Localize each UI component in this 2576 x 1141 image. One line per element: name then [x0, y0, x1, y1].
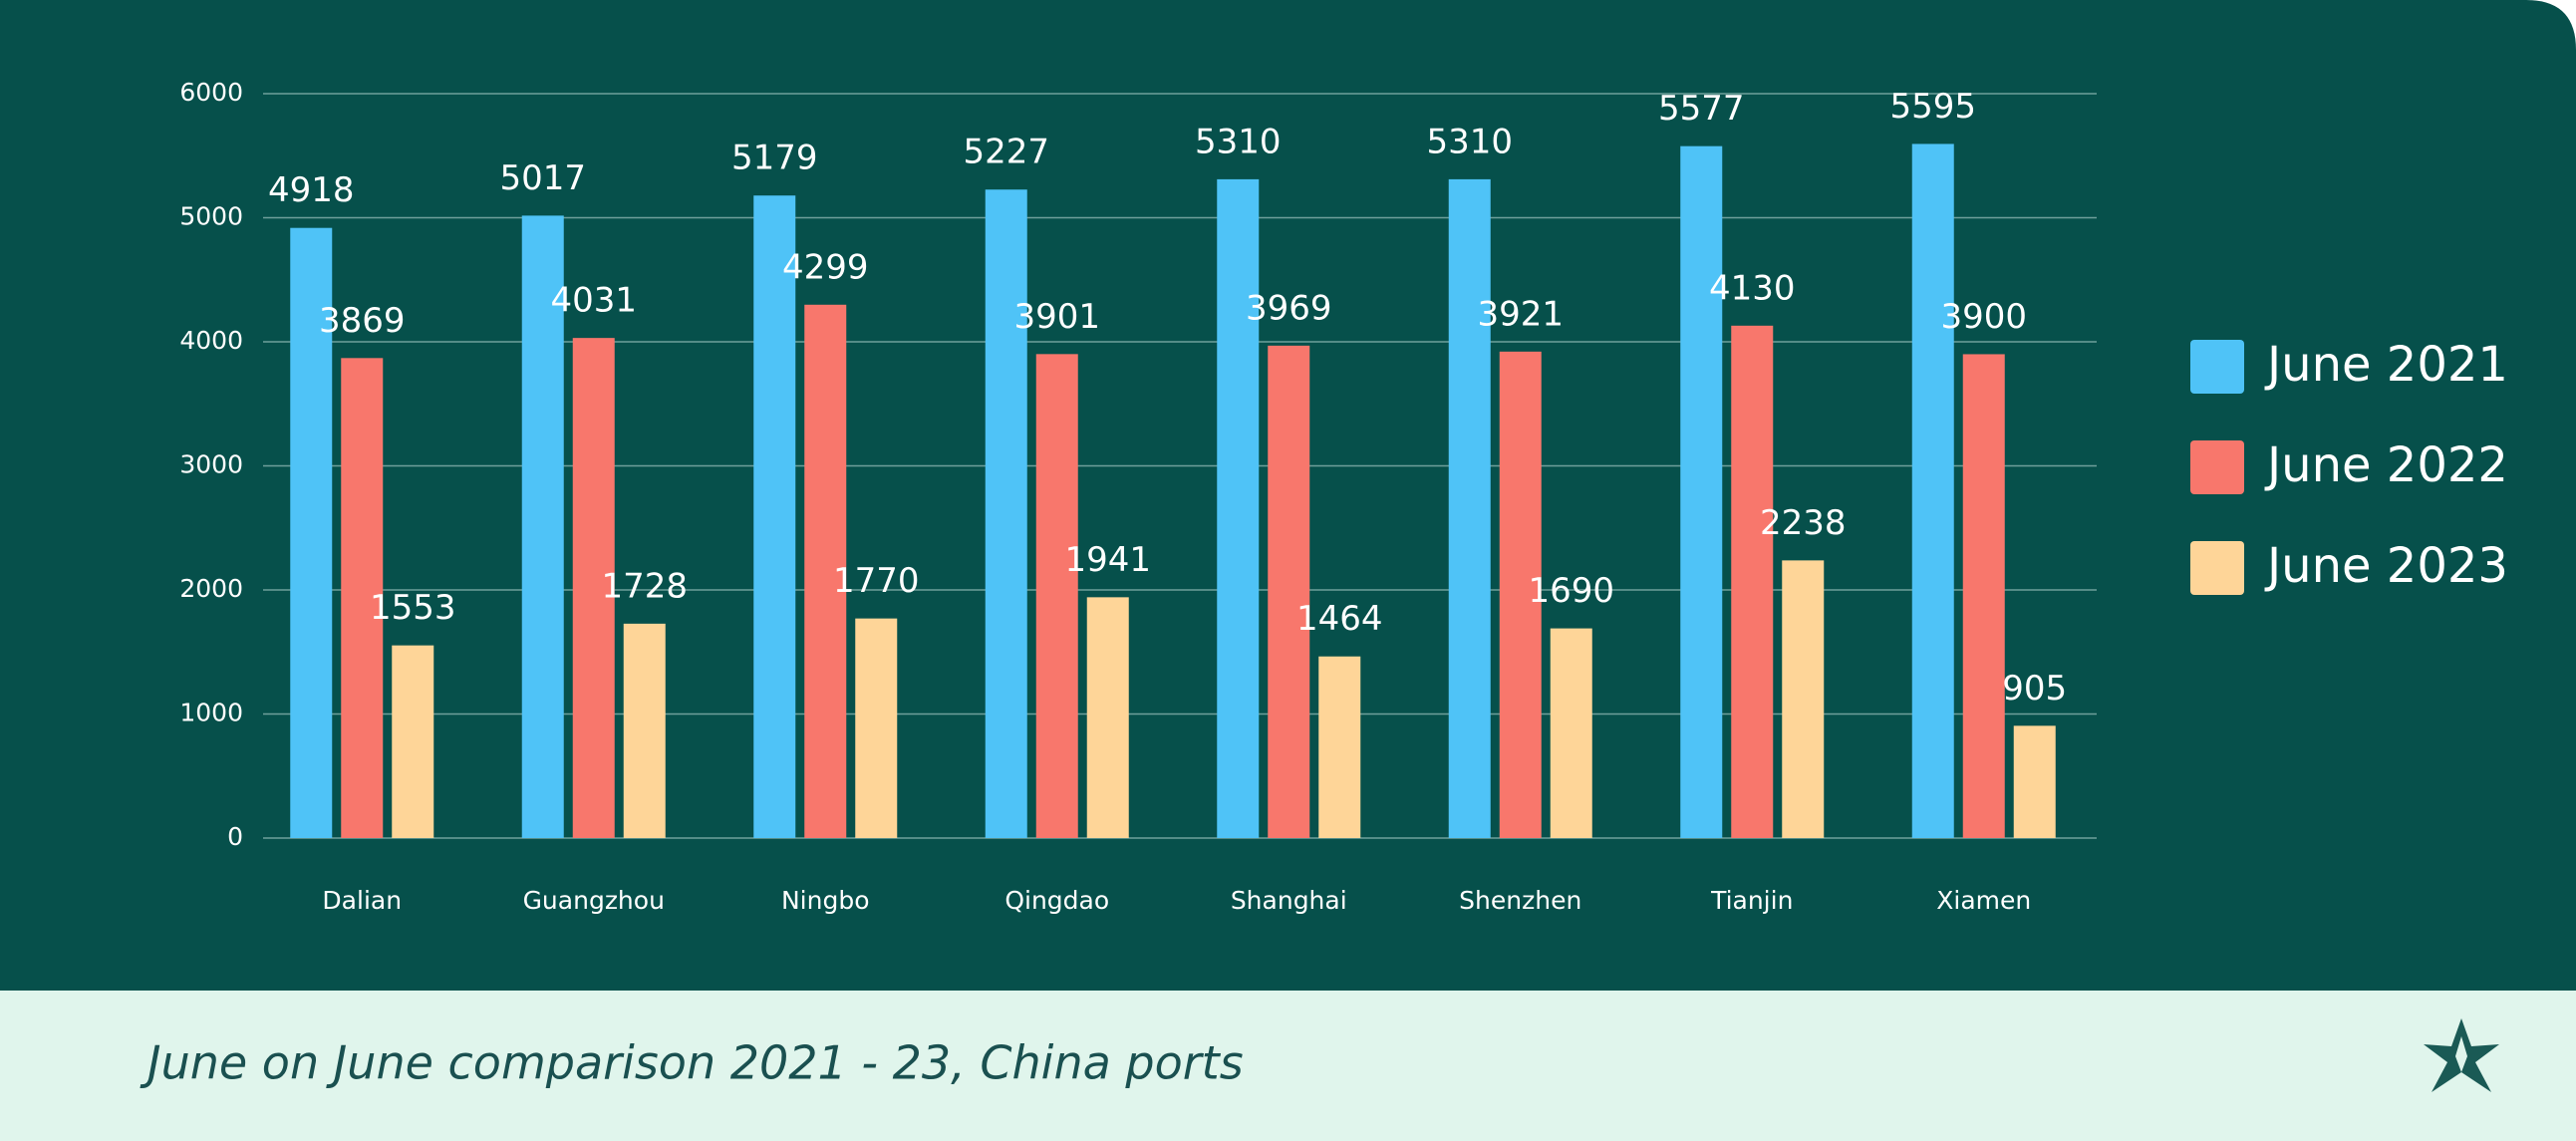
data-label: 5577: [1658, 89, 1745, 129]
bar: [1731, 325, 1774, 838]
bar: [753, 195, 796, 839]
legend-swatch: [2190, 340, 2244, 394]
x-tick-label: Guangzhou: [523, 886, 665, 915]
bar: [1035, 354, 1078, 838]
data-label: 5310: [1195, 122, 1282, 161]
bar: [1550, 628, 1592, 838]
legend-swatch: [2190, 440, 2244, 494]
legend-label: June 2023: [2264, 538, 2508, 594]
legend-label: June 2021: [2264, 337, 2508, 393]
data-label: 4918: [268, 170, 355, 210]
data-label: 4299: [782, 247, 869, 287]
legend-label: June 2022: [2264, 437, 2508, 493]
data-label: 1941: [1064, 540, 1151, 580]
bar: [1962, 354, 2005, 838]
data-label: 4031: [550, 281, 637, 321]
data-label: 1464: [1296, 599, 1383, 639]
data-label: 1553: [370, 588, 456, 628]
logo-detail: [2455, 1036, 2467, 1072]
x-tick-label: Shanghai: [1231, 886, 1347, 915]
x-tick-label: Tianjin: [1710, 886, 1793, 915]
bar: [1318, 656, 1361, 838]
x-tick-label: Ningbo: [781, 886, 870, 915]
bar: [290, 227, 333, 839]
bar: [804, 304, 847, 838]
y-tick-label: 5000: [179, 202, 243, 231]
bar: [1680, 145, 1723, 838]
caption: June on June comparison 2021 - 23, China…: [140, 1036, 1244, 1090]
bar: [2013, 725, 2056, 838]
bar: [1782, 560, 1825, 838]
data-label: 5179: [731, 139, 818, 178]
y-tick-label: 4000: [179, 326, 243, 355]
y-tick-label: 6000: [179, 78, 243, 107]
bar: [1499, 351, 1542, 838]
bar: [392, 645, 434, 838]
data-label: 3869: [319, 301, 406, 341]
data-label: 5017: [499, 158, 586, 198]
bar: [521, 215, 564, 839]
data-label: 3901: [1013, 297, 1100, 337]
bar: [985, 189, 1027, 838]
legend-swatch: [2190, 541, 2244, 595]
data-label: 3969: [1246, 288, 1332, 328]
data-label: 5310: [1426, 122, 1513, 161]
bar: [1217, 178, 1260, 838]
data-label: 3921: [1477, 294, 1564, 334]
bar: [1086, 597, 1129, 838]
y-tick-label: 1000: [179, 699, 243, 727]
x-tick-label: Qingdao: [1004, 886, 1109, 915]
y-tick-label: 2000: [179, 574, 243, 603]
data-label: 3900: [1940, 297, 2027, 337]
data-label: 1690: [1528, 571, 1614, 611]
bar: [1448, 178, 1491, 838]
data-label: 905: [2002, 669, 2067, 709]
x-tick-label: Shenzhen: [1459, 886, 1581, 915]
data-label: 4130: [1709, 268, 1796, 308]
bar: [623, 623, 666, 838]
data-label: 1728: [601, 566, 688, 606]
bar: [1268, 345, 1310, 838]
bar: [855, 618, 898, 838]
y-tick-label: 3000: [179, 450, 243, 479]
x-tick-label: Xiamen: [1936, 886, 2031, 915]
data-label: 5595: [1889, 87, 1976, 127]
bar: [341, 358, 384, 838]
bar: [572, 338, 615, 838]
bar: [1911, 143, 1954, 839]
y-tick-label: 0: [227, 822, 243, 851]
data-label: 1770: [833, 561, 920, 601]
footer-band: [0, 991, 2576, 1141]
logo: [2424, 1018, 2499, 1092]
x-tick-label: Dalian: [322, 886, 402, 915]
data-label: 5227: [963, 133, 1049, 172]
data-label: 2238: [1760, 503, 1847, 543]
